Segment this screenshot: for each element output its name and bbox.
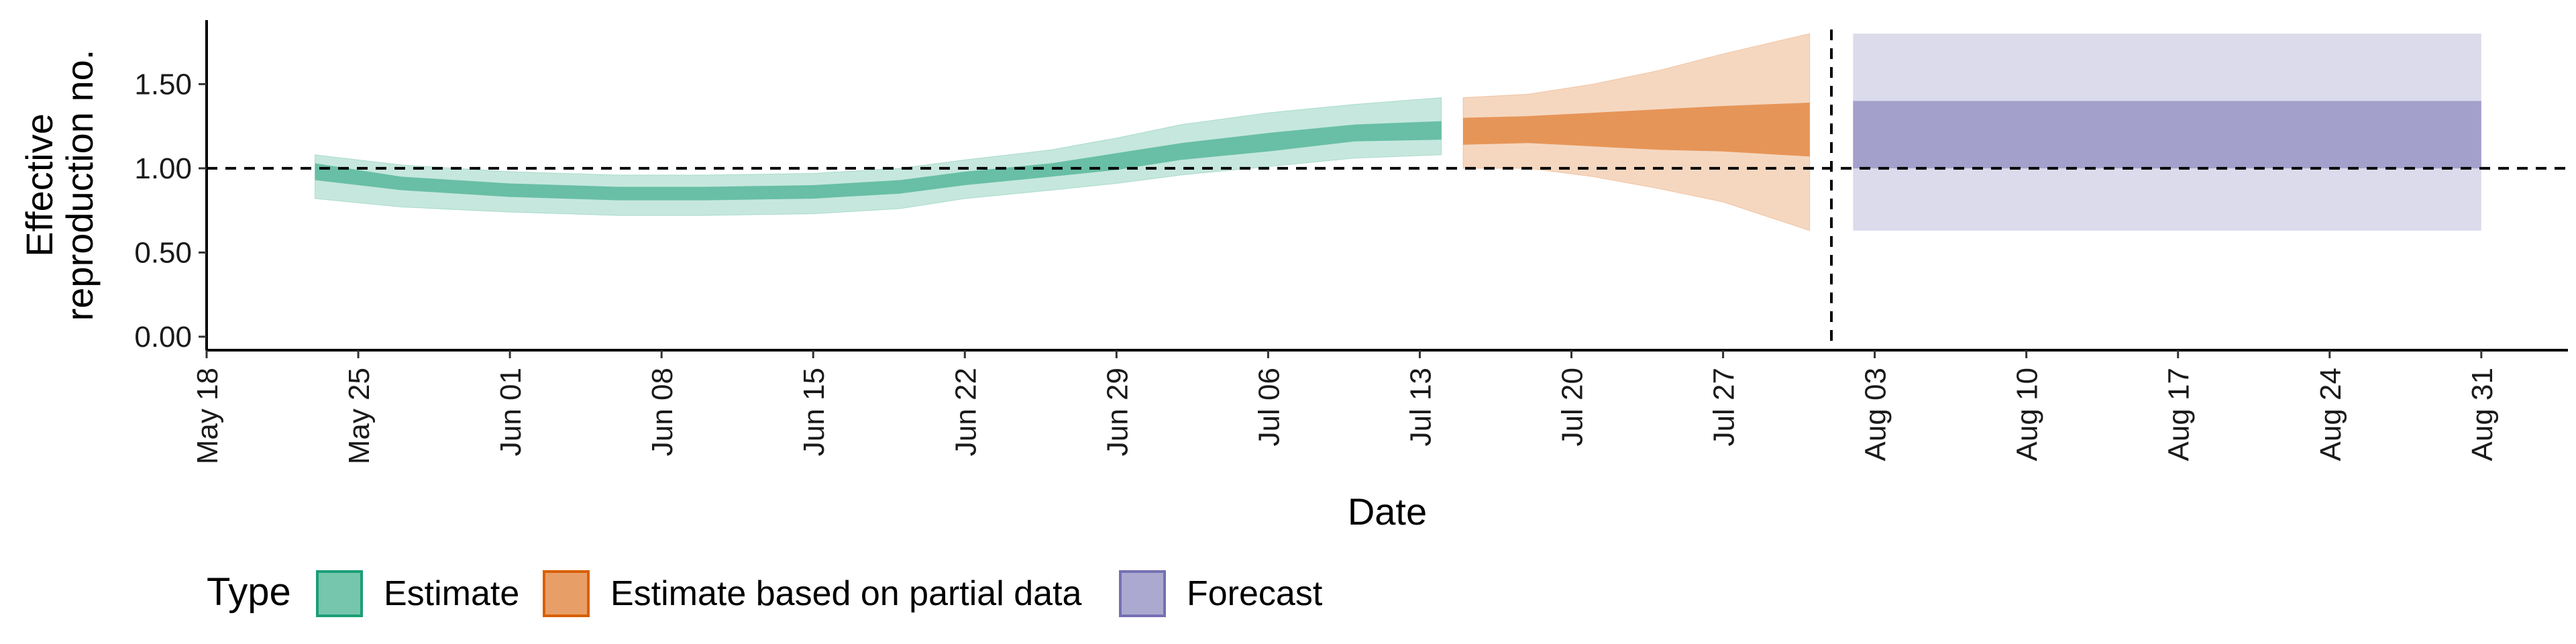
series-0-inner-band — [315, 121, 1442, 201]
y-tick-label: 0.50 — [134, 236, 192, 269]
x-tick-label: Jul 20 — [1556, 368, 1589, 446]
legend-title: Type — [207, 570, 291, 614]
legend: Type Estimate Estimate based on partial da… — [207, 570, 1323, 617]
y-tick-label: 1.00 — [134, 152, 192, 185]
reference-lines — [207, 30, 2568, 350]
y-axis-title-line: reproduction no. — [58, 50, 101, 321]
x-tick-label: Jul 13 — [1404, 368, 1437, 446]
axes: 0.00 0.50 1.00 1.50 May 18 May 25 Jun 01 Jun 08… — [18, 20, 2568, 533]
x-tick-label: Jun 01 — [494, 368, 527, 456]
x-tick-label: Aug 10 — [2011, 368, 2044, 461]
bands-layer — [315, 33, 2481, 231]
x-tick-label: Aug 24 — [2314, 368, 2347, 461]
x-tick-label: Aug 31 — [2466, 368, 2499, 461]
x-tick-label: Jun 22 — [949, 368, 982, 456]
x-tick-label: Jul 27 — [1708, 368, 1741, 446]
forecast-inner-band — [1853, 101, 2481, 168]
legend-label-1: Estimate based on partial data — [610, 574, 1082, 613]
x-tick-label: Jun 08 — [646, 368, 679, 456]
series-1 — [1462, 33, 1811, 231]
y-tick-label: 0.00 — [134, 321, 192, 354]
series-0 — [315, 97, 1442, 216]
y-tick-label: 1.50 — [134, 68, 192, 101]
legend-key-0 — [316, 570, 363, 617]
legend-key-1 — [543, 570, 590, 617]
x-tick-label: May 18 — [191, 368, 224, 464]
x-tick-label: Aug 17 — [2163, 368, 2196, 461]
x-tick-label: May 25 — [343, 368, 376, 464]
x-tick-label: Jul 06 — [1252, 368, 1285, 446]
x-tick-label: Jun 15 — [798, 368, 830, 456]
y-axis-title-line: Effective — [18, 113, 60, 257]
x-tick-label: Aug 03 — [1860, 368, 1892, 461]
series-0-outer-band — [315, 97, 1442, 216]
legend-key-2 — [1119, 570, 1166, 617]
legend-label-2: Forecast — [1187, 574, 1323, 613]
legend-label-0: Estimate — [384, 574, 519, 613]
series-1-inner-band — [1463, 103, 1810, 157]
x-axis-title: Date — [1348, 490, 1427, 533]
x-tick-label: Jun 29 — [1101, 368, 1134, 456]
